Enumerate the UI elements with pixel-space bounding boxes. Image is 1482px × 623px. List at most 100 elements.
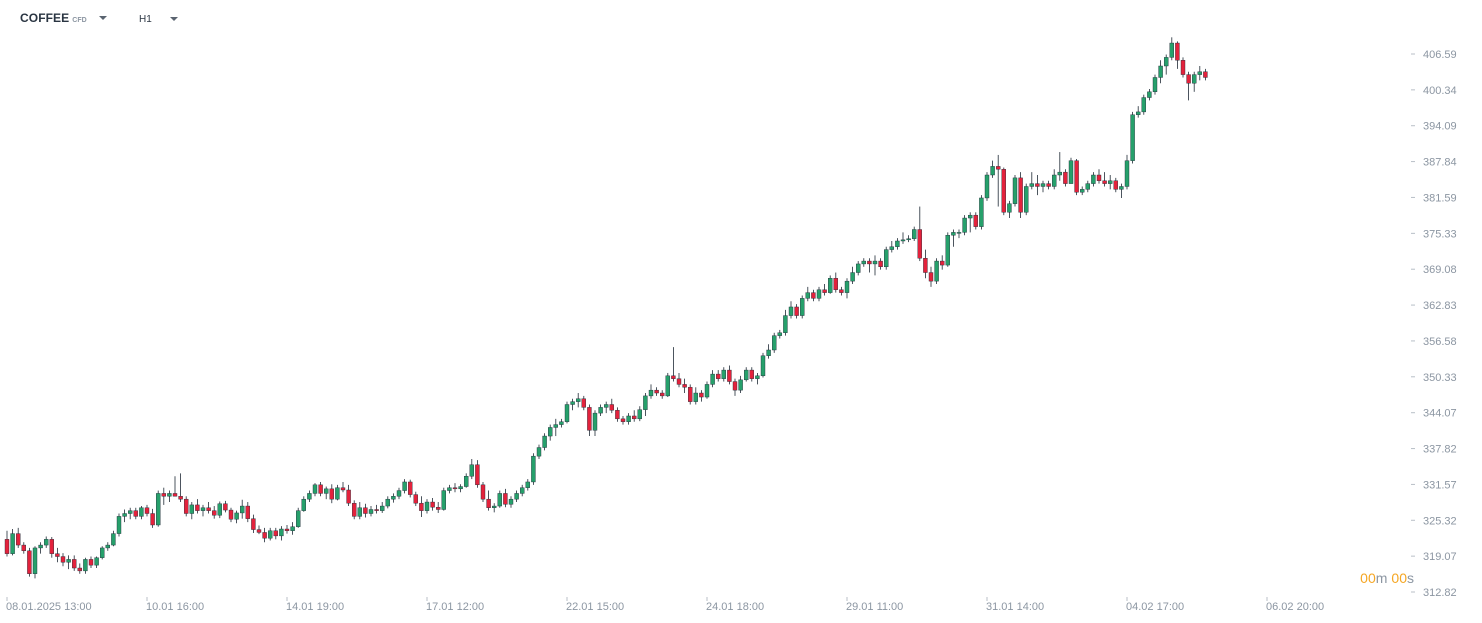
candle-body-down: [60, 556, 66, 563]
candle: [318, 481, 323, 497]
candle-body-up: [44, 539, 49, 546]
candle: [856, 261, 861, 276]
candle: [183, 496, 189, 517]
candle: [844, 278, 850, 299]
candle-body-up: [900, 239, 906, 242]
candle: [833, 272, 838, 293]
symbol-selector[interactable]: COFFEE CFD: [20, 11, 107, 25]
candle-body-up: [1119, 186, 1124, 190]
candle-body-up: [335, 487, 340, 500]
candle-body-down: [878, 260, 883, 268]
candle-body-down: [1180, 60, 1186, 75]
candle-body-up: [968, 214, 973, 219]
candle-body-up: [805, 292, 810, 299]
candle-body-down: [794, 306, 799, 316]
candle: [643, 393, 648, 416]
candle-body-up: [514, 493, 519, 500]
candle: [1035, 175, 1040, 196]
candle: [598, 404, 603, 416]
candle-body-up: [357, 507, 362, 517]
candle: [458, 484, 463, 493]
candle-body-up: [536, 447, 542, 457]
candle-body-up: [122, 513, 127, 517]
candle: [44, 536, 49, 548]
candle: [749, 367, 754, 382]
candle: [1102, 172, 1107, 187]
candle: [620, 415, 626, 425]
candle-body-up: [800, 298, 805, 316]
candle: [161, 487, 167, 505]
candle: [1130, 111, 1135, 164]
candle: [1040, 180, 1046, 193]
candle-body-up: [391, 496, 396, 500]
countdown-minutes: 00: [1360, 570, 1376, 586]
candle: [150, 508, 155, 528]
candle: [312, 483, 318, 497]
candle-body-down: [699, 392, 704, 398]
candle-body-down: [374, 509, 379, 511]
candle-body-up: [912, 229, 917, 239]
candle-body-down: [682, 384, 687, 388]
candle: [783, 309, 788, 336]
countdown-seconds-unit: s: [1407, 570, 1414, 586]
timeframe-selector[interactable]: H1: [139, 14, 178, 25]
candle-body-up: [1163, 57, 1169, 67]
candle: [542, 433, 547, 451]
candle-body-up: [570, 401, 575, 405]
candle-body-down: [436, 507, 441, 510]
candle-body-up: [1040, 183, 1046, 187]
candle-body-up: [710, 373, 715, 385]
chevron-down-icon[interactable]: [98, 16, 107, 20]
candle: [1158, 60, 1163, 84]
candle: [576, 393, 581, 408]
candle: [839, 286, 844, 296]
candle-body-up: [704, 384, 710, 398]
candle: [744, 367, 749, 382]
candle: [1107, 175, 1113, 190]
candle-body-up: [469, 464, 474, 477]
candle-body-up: [766, 349, 771, 356]
candle: [979, 195, 984, 230]
candle: [850, 266, 855, 285]
candle: [290, 522, 295, 535]
candle: [1001, 167, 1006, 216]
candle-body-down: [671, 375, 676, 379]
candle: [1180, 57, 1186, 78]
candle: [1152, 74, 1158, 95]
candle: [968, 212, 973, 233]
time-tick-label: 10.01 16:00: [146, 601, 204, 613]
candle-body-up: [626, 415, 631, 422]
candle: [1124, 154, 1130, 190]
candle: [279, 526, 284, 541]
candle-body-up: [1191, 74, 1197, 84]
candle-body-up: [189, 504, 195, 514]
candle: [984, 172, 990, 201]
price-tick-label: 375.33: [1423, 228, 1457, 240]
candle: [413, 491, 418, 507]
candle: [682, 378, 687, 394]
candle-body-up: [1169, 42, 1175, 58]
candle: [1113, 177, 1119, 193]
candle-body-down: [284, 528, 290, 531]
candle-body-down: [245, 505, 251, 519]
candle: [693, 387, 698, 405]
candle: [155, 490, 161, 527]
candle: [419, 496, 424, 517]
candle-body-down: [88, 559, 94, 566]
candle: [1023, 183, 1029, 216]
candle-body-down: [363, 507, 368, 514]
candle: [21, 542, 26, 554]
candle: [1141, 94, 1147, 115]
candle-body-up: [772, 335, 777, 351]
candle-body-down: [609, 404, 614, 411]
candle-body-down: [273, 530, 278, 537]
chevron-down-icon[interactable]: [169, 16, 178, 21]
candle-body-up: [760, 355, 766, 377]
candle: [368, 506, 374, 517]
candle-body-up: [268, 530, 273, 539]
candle-body-down: [161, 493, 167, 497]
candle: [1046, 180, 1051, 190]
candle: [732, 378, 738, 396]
candle: [788, 301, 794, 319]
